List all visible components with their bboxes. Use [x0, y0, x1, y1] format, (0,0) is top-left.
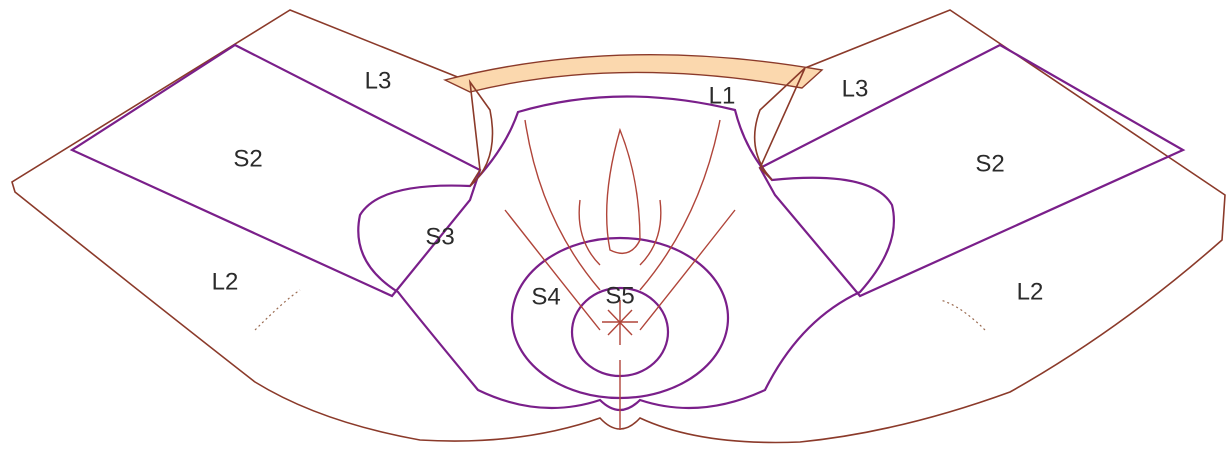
region-label: L3 [365, 67, 392, 94]
region-label: L1 [709, 82, 736, 109]
region-label: L3 [842, 75, 869, 102]
l3-wedge-left [470, 82, 493, 186]
page: {"regions": ["L3", "L1", "L3", "S2", "S2… [0, 0, 1231, 449]
region-label: L2 [212, 268, 239, 295]
l-region [12, 10, 1225, 443]
anatomy-line [579, 200, 661, 265]
region-label: S3 [425, 223, 454, 250]
region-label: S2 [233, 145, 262, 172]
anatomy-line [607, 130, 640, 253]
region-label: L2 [1017, 278, 1044, 305]
region-label: S2 [975, 150, 1004, 177]
region-label: S5 [605, 282, 634, 309]
anatomy-line [525, 120, 720, 290]
l1-band [445, 55, 822, 92]
dermatome-diagram: L3 L1 L3 S2 S2 S3 L2 L2 S4 S5 [0, 0, 1231, 449]
region-label: S4 [531, 283, 560, 310]
s2-right [760, 45, 1183, 296]
s2-left [72, 45, 480, 296]
